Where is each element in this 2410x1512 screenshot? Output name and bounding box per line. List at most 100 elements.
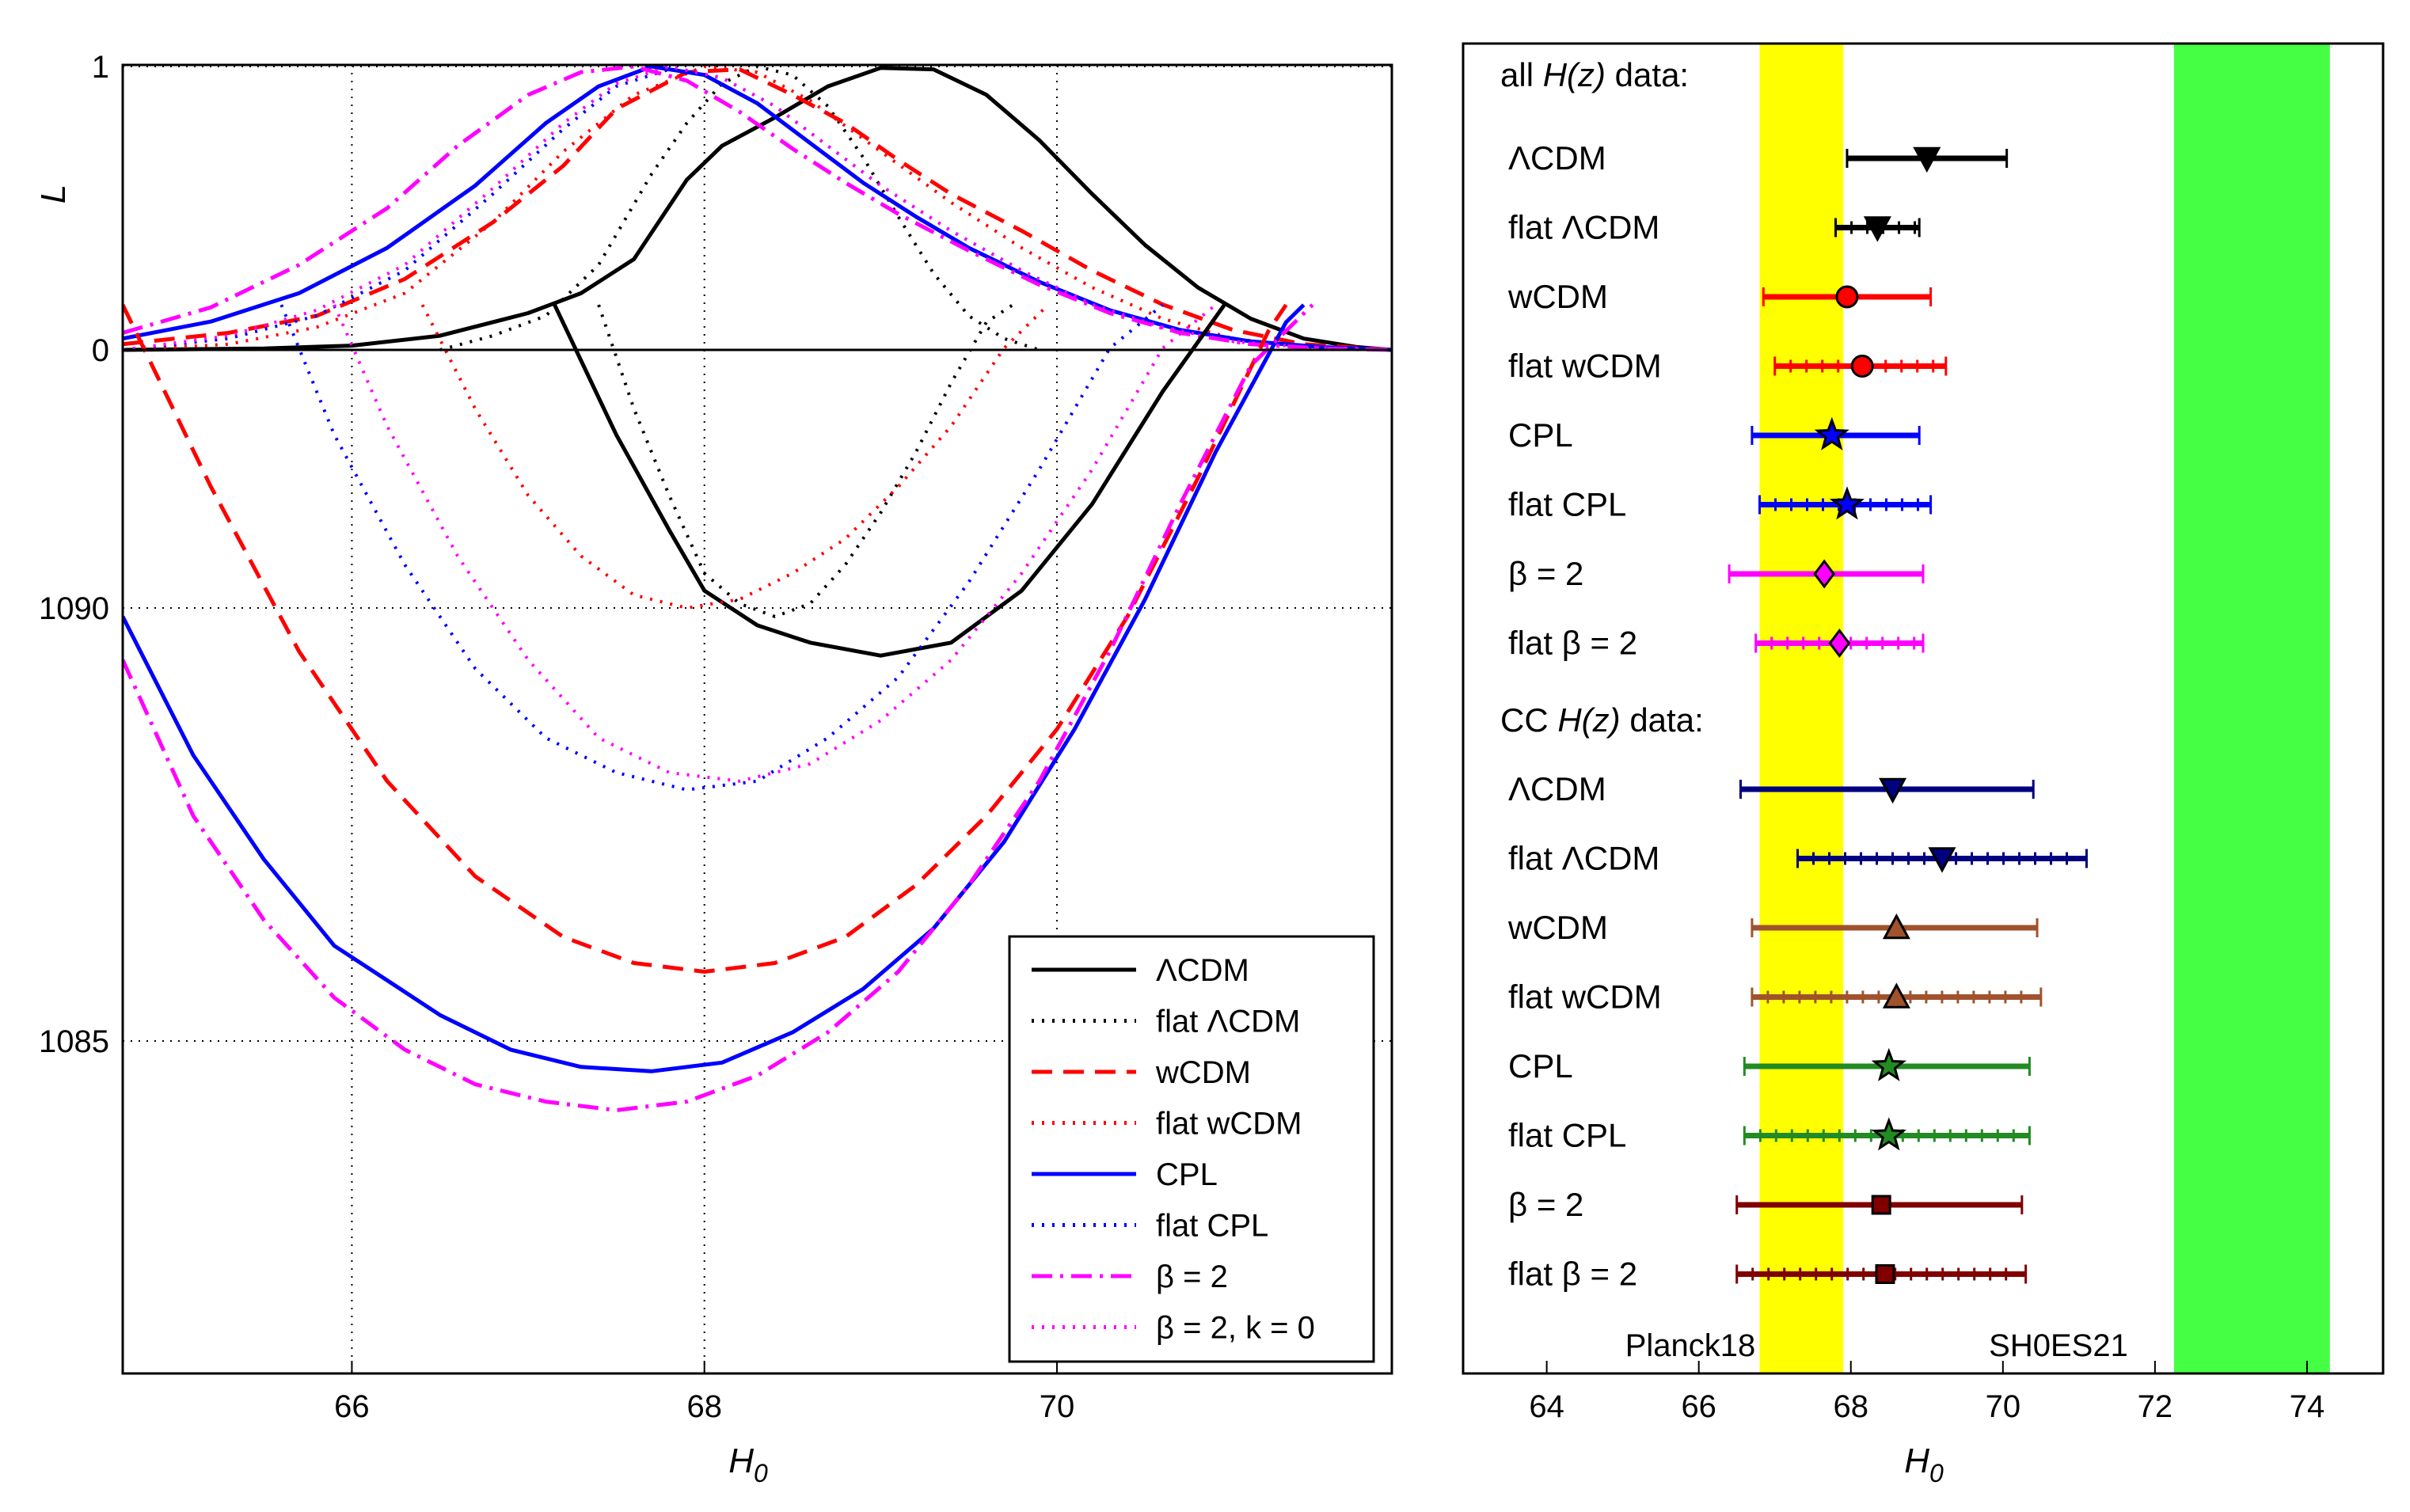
left-curves xyxy=(123,65,1392,1112)
y-axis-label: L xyxy=(34,184,73,203)
y-tick-label: 1085 xyxy=(39,1024,109,1059)
group-heading-suffix: data: xyxy=(1621,701,1704,739)
x-axis-label-sub: 0 xyxy=(754,1459,768,1487)
row-label: ΛCDM xyxy=(1508,139,1606,177)
estimate-row: flat wCDM xyxy=(1508,348,1948,385)
group-heading: all H(z) data: xyxy=(1500,56,1689,93)
estimate-row: ΛCDM xyxy=(1508,139,2009,177)
left-axes-frame xyxy=(121,63,1393,1375)
band-label: SH0ES21 xyxy=(1989,1328,2128,1363)
likelihood-line xyxy=(439,65,1040,351)
x-axis-label: H0 xyxy=(1904,1442,1944,1487)
row-label: β = 2 xyxy=(1508,555,1583,592)
estimate-row: flat ΛCDM xyxy=(1508,840,2088,877)
marker-star xyxy=(1871,1117,1906,1151)
estimate-row: β = 2 xyxy=(1508,555,1925,592)
group-heading-suffix: data: xyxy=(1606,56,1689,93)
x-tick-label: 74 xyxy=(2290,1389,2325,1424)
marker-circle xyxy=(1850,355,1874,378)
likelihood-line xyxy=(123,65,1392,351)
row-label: flat ΛCDM xyxy=(1508,840,1659,877)
marker-star xyxy=(1829,486,1865,520)
y-tick-label: 0 xyxy=(92,333,109,368)
likelihood-line xyxy=(123,67,1392,351)
y-tick-label: 1 xyxy=(92,50,109,85)
row-label: CPL xyxy=(1508,1047,1573,1085)
age-line xyxy=(123,303,1288,974)
right-axes-frame xyxy=(1462,42,2385,1375)
legend-label: flat CPL xyxy=(1156,1209,1268,1244)
marker-triangle-up xyxy=(1882,913,1910,940)
row-label: flat wCDM xyxy=(1508,348,1662,385)
row-label: β = 2 xyxy=(1508,1186,1583,1223)
legend-label: ΛCDM xyxy=(1156,953,1249,988)
right-panel: 64 66 68 70 72 74 H0 Planck18 SH0ES21 all H(z) da… xyxy=(1462,42,2385,1487)
marker-square xyxy=(1871,1195,1891,1215)
row-label: flat β = 2 xyxy=(1508,1256,1637,1293)
row-label: flat ΛCDM xyxy=(1508,209,1659,246)
marker-star xyxy=(1814,416,1849,450)
x-tick-label: 64 xyxy=(1529,1389,1564,1424)
age-line xyxy=(420,303,1050,610)
estimate-row: β = 2 xyxy=(1508,1186,2024,1223)
y-tick-label: 1090 xyxy=(39,591,109,626)
left-panel: 66 68 70 0 1 1085 1090 H0 L ΛCDM flat ΛCDM wCDM flat… xyxy=(34,50,1393,1487)
estimate-row: flat CPL xyxy=(1508,1117,2031,1154)
marker-triangle-down xyxy=(1913,146,1941,173)
marker-diamond xyxy=(1813,559,1836,589)
likelihood-line xyxy=(123,65,1392,352)
marker-circle xyxy=(1835,285,1859,309)
group-heading-hz: H(z) xyxy=(1543,56,1606,93)
estimate-row: flat β = 2 xyxy=(1508,1256,2028,1293)
likelihood-line xyxy=(123,65,1392,352)
legend-box xyxy=(1008,935,1375,1363)
band-label: Planck18 xyxy=(1625,1328,1756,1363)
x-tick-label: 66 xyxy=(334,1389,370,1424)
estimate-row: wCDM xyxy=(1507,278,1933,315)
row-label: wCDM xyxy=(1507,909,1608,946)
marker-triangle-down xyxy=(1928,847,1956,873)
legend-label: flat wCDM xyxy=(1156,1107,1302,1142)
marker-triangle-up xyxy=(1882,982,1910,1009)
legend-label: β = 2 xyxy=(1156,1259,1228,1294)
band-sh0es21 xyxy=(2173,44,2330,1373)
x-axis-label: H0 xyxy=(728,1442,768,1487)
group-heading-prefix: all xyxy=(1500,56,1543,93)
marker-star xyxy=(1871,1047,1906,1081)
row-label: ΛCDM xyxy=(1508,770,1606,807)
row-label: CPL xyxy=(1508,416,1573,454)
age-line xyxy=(123,303,1306,1073)
group-heading: CC H(z) data: xyxy=(1500,701,1704,739)
estimate-row: CPL xyxy=(1508,416,1921,454)
group-heading-hz: H(z) xyxy=(1557,701,1620,739)
legend-label: β = 2, k = 0 xyxy=(1156,1311,1315,1346)
row-label: flat CPL xyxy=(1508,486,1626,523)
estimate-row: CPL xyxy=(1508,1047,2031,1085)
likelihood-line xyxy=(123,66,1392,352)
marker-triangle-down xyxy=(1879,777,1907,804)
age-line xyxy=(279,303,1164,792)
estimate-row: wCDM xyxy=(1507,909,2039,946)
band-planck18 xyxy=(1759,44,1844,1373)
estimate-row: flat CPL xyxy=(1508,486,1933,523)
marker-triangle-down xyxy=(1863,216,1891,242)
x-tick-label: 68 xyxy=(1834,1389,1869,1424)
x-axis-label-sub: 0 xyxy=(1929,1459,1944,1487)
age-line xyxy=(597,303,1014,618)
age-line xyxy=(553,303,1226,658)
marker-square xyxy=(1875,1264,1895,1284)
likelihood-line xyxy=(123,65,1392,351)
row-label: flat wCDM xyxy=(1508,978,1662,1016)
row-label: wCDM xyxy=(1507,278,1608,315)
x-tick-label: 66 xyxy=(1681,1389,1716,1424)
x-tick-label: 70 xyxy=(1040,1389,1075,1424)
legend-label: flat ΛCDM xyxy=(1156,1005,1300,1039)
estimate-row: ΛCDM xyxy=(1508,770,2035,807)
legend-label: CPL xyxy=(1156,1157,1218,1192)
x-tick-label: 70 xyxy=(1986,1389,2021,1424)
legend-label: wCDM xyxy=(1155,1055,1251,1090)
x-tick-label: 72 xyxy=(2138,1389,2173,1424)
estimate-row: flat β = 2 xyxy=(1508,625,1925,662)
x-tick-label: 68 xyxy=(686,1389,722,1424)
